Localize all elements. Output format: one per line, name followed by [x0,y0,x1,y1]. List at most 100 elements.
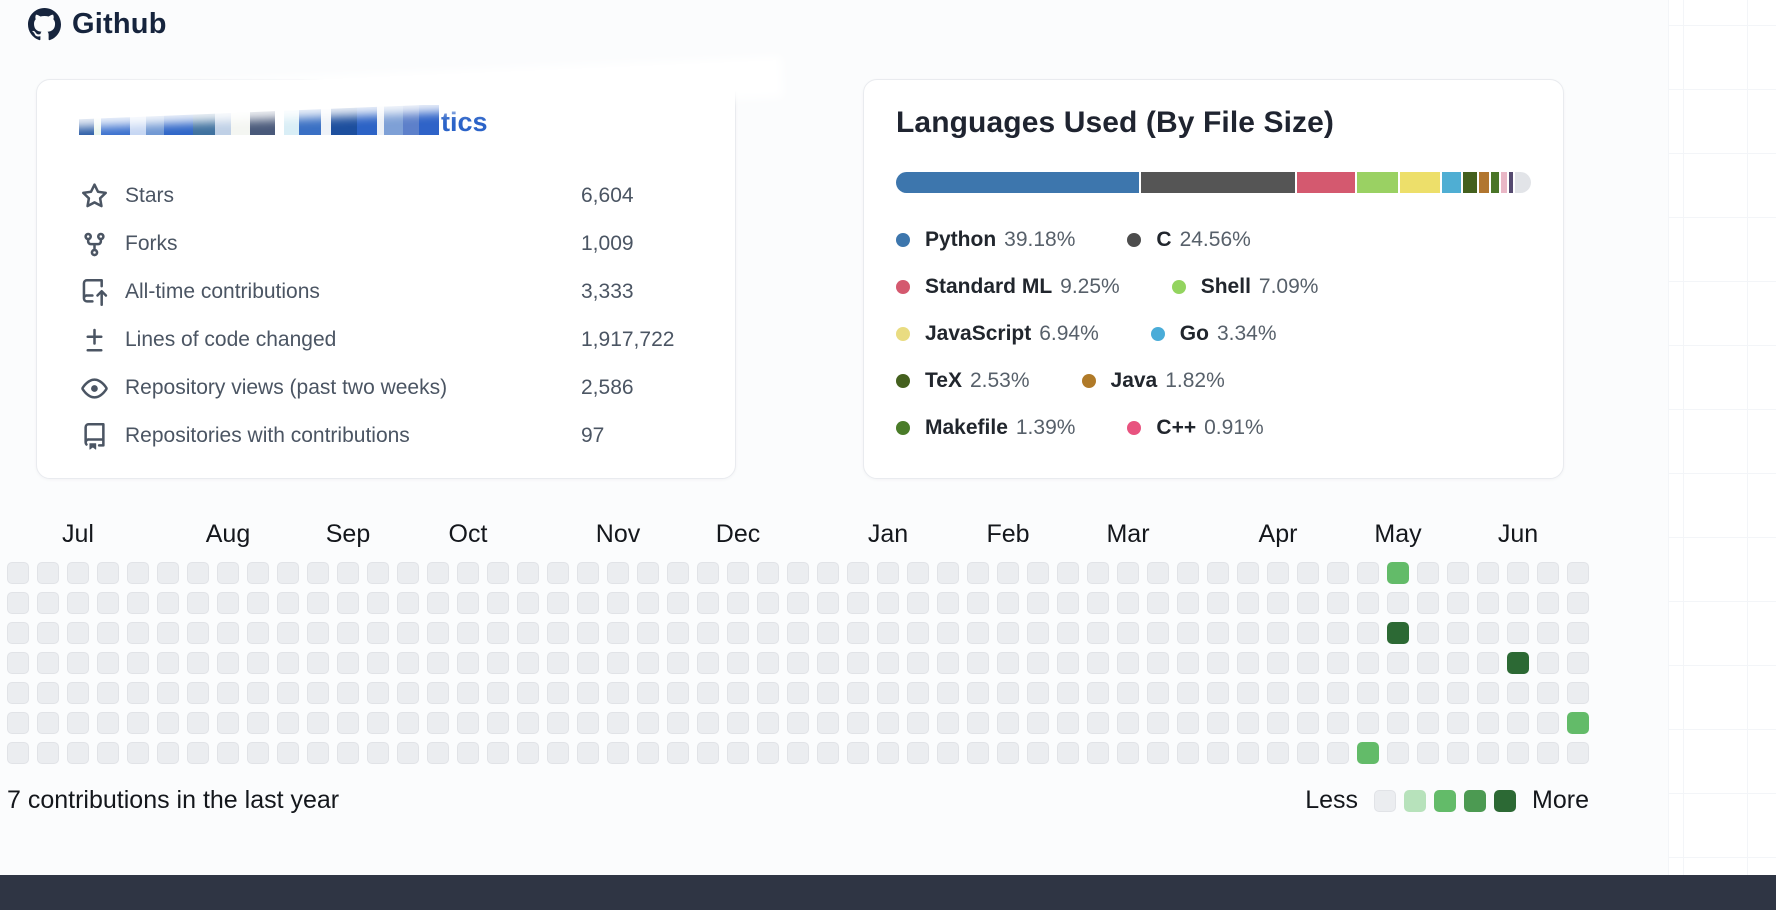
day-cell [37,682,59,704]
day-cell [1057,742,1079,764]
day-cell [727,622,749,644]
section-title: Github [72,8,167,40]
month-label-nov: Nov [595,520,641,548]
day-cell [1447,682,1469,704]
day-cell [1537,592,1559,614]
scale-square-level-0 [1374,789,1397,812]
day-cell [1477,742,1499,764]
day-cell [937,562,959,584]
day-cell [1417,652,1439,674]
day-cell [367,712,389,734]
language-percent: 0.91% [1204,415,1264,439]
day-cell [457,682,479,704]
language-color-dot [896,373,910,388]
stat-row: Stars 6,604 [79,172,715,220]
language-bar-segment-java [1479,172,1492,193]
day-cell [397,712,419,734]
day-cell [397,682,419,704]
day-cell [1147,652,1169,674]
day-cell [877,592,899,614]
day-cell [367,622,389,644]
day-cell [1297,742,1319,764]
day-cell [1267,562,1289,584]
day-cell [97,742,119,764]
contribution-day-grid [7,562,1589,764]
day-cell [157,622,179,644]
day-cell [997,742,1019,764]
censor-block [284,105,299,135]
day-cell [1087,682,1109,704]
day-cell [1147,682,1169,704]
day-cell [427,622,449,644]
day-cell [877,682,899,704]
day-cell [817,622,839,644]
github-section-header: Github [28,8,167,41]
day-cell [97,712,119,734]
language-percent: 7.09% [1258,274,1319,298]
day-cell [1567,622,1589,644]
day-cell [847,592,869,614]
stat-label: Stars [125,184,175,207]
day-cell [607,562,629,584]
day-cell [1207,652,1229,674]
day-cell [907,622,929,644]
day-cell [727,742,749,764]
day-cell [1117,742,1139,764]
day-cell [337,592,359,614]
day-cell [817,682,839,704]
day-cell [1357,592,1379,614]
day-cell [217,742,239,764]
day-cell [37,622,59,644]
day-cell [157,652,179,674]
day-cell [1147,562,1169,584]
day-cell [577,652,599,674]
language-percent: 3.34% [1216,321,1277,345]
language-color-dot [1171,279,1186,294]
language-name: Python [925,227,997,251]
month-label-jul: Jul [62,520,94,548]
day-cell [127,682,149,704]
month-label-aug: Aug [205,520,251,548]
eye-icon [79,374,109,402]
day-cell [817,742,839,764]
day-cell [97,652,119,674]
scale-square-level-2 [1434,789,1457,812]
day-cell [1177,742,1199,764]
day-cell [337,622,359,644]
day-cell [157,682,179,704]
more-label: More [1532,786,1589,814]
github-stats-card: tics Stars 6,604 Forks 1,009 All-time contri… [36,60,778,479]
redacted-profile-title-link[interactable]: tics [64,60,778,136]
month-labels-row: Jul Aug Sep Oct Nov Dec Jan Feb Mar Apr May Jun [7,520,1589,554]
day-cell [1507,742,1529,764]
day-cell [217,562,239,584]
legend-item: C++ 0.91% [1127,415,1264,440]
day-cell [307,562,329,584]
day-cell [1537,622,1559,644]
day-cell [37,592,59,614]
day-cell [427,592,449,614]
day-cell [517,592,539,614]
scale-square-level-4 [1494,789,1517,812]
day-cell [337,712,359,734]
day-cell [727,682,749,704]
day-cell [367,562,389,584]
day-cell [1207,562,1229,584]
day-cell [877,562,899,584]
language-percent: 1.39% [1015,415,1076,439]
month-label-feb: Feb [986,520,1030,548]
day-cell [1417,622,1439,644]
language-bar-segment-cpp [1501,172,1509,193]
day-cell [517,622,539,644]
day-cell [427,712,449,734]
month-label-oct: Oct [448,520,488,548]
legend-row: Makefile 1.39% C++ 0.91% [896,404,1531,451]
day-cell [277,592,299,614]
language-name: Makefile [925,415,1008,439]
day-cell [367,682,389,704]
day-cell [1327,712,1349,734]
stat-row: Lines of code changed 1,917,722 [79,316,715,364]
day-cell [277,712,299,734]
language-color-dot [896,279,910,294]
day-cell [307,652,329,674]
